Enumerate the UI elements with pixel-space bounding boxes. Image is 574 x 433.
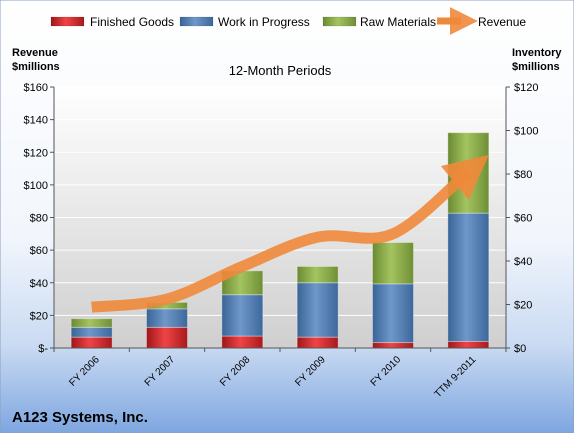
bar-work-in-progress [372, 283, 414, 344]
left-tick-label: $160 [24, 82, 48, 94]
left-axis-label-line2: $millions [12, 61, 60, 73]
right-tick-label: $0 [514, 343, 526, 355]
bar-work-in-progress [70, 326, 113, 338]
right-tick-label: $20 [514, 300, 532, 312]
right-tick-label: $40 [514, 256, 532, 268]
left-tick-label: $60 [30, 245, 48, 257]
bar-finished-goods [221, 335, 264, 349]
legend-label-finished-goods: Finished Goods [90, 15, 174, 29]
right-tick-label: $120 [514, 82, 538, 94]
right-tick-label: $80 [514, 169, 532, 181]
revenue-line-path [91, 155, 489, 313]
bar-finished-goods [296, 336, 339, 349]
left-tick-label: $120 [24, 147, 48, 159]
legend-label-work-in-progress: Work in Progress [218, 15, 310, 29]
revenue-line [91, 155, 489, 313]
bar-work-in-progress [296, 282, 339, 338]
bar-work-in-progress [221, 294, 264, 337]
legend: Finished Goods Work in Progress Raw Materi… [50, 7, 526, 35]
bar-work-in-progress [146, 308, 188, 328]
gridlines [54, 86, 506, 316]
bar-work-in-progress [447, 212, 490, 342]
left-axis-label-line1: Revenue [12, 47, 58, 59]
company-name: A123 Systems, Inc. [12, 409, 148, 426]
right-tick-label: $100 [514, 126, 538, 138]
legend-swatch-raw-materials [322, 16, 357, 27]
bar-raw-materials [372, 242, 414, 285]
right-tick-label: $60 [514, 213, 532, 225]
right-axis-label-line2: $millions [512, 61, 560, 73]
legend-swatch-finished-goods [50, 16, 85, 27]
left-tick-label: $100 [24, 180, 48, 192]
right-axis-label-line1: Inventory [512, 47, 562, 59]
left-tick-label: $- [38, 343, 48, 355]
left-tick-label: $40 [30, 278, 48, 290]
bar-raw-materials [296, 265, 339, 284]
left-tick-label: $140 [24, 115, 48, 127]
legend-swatch-work-in-progress [179, 16, 214, 27]
left-tick-label: $80 [30, 213, 48, 225]
bar-finished-goods [146, 326, 188, 349]
bar-finished-goods [70, 336, 113, 349]
legend-label-revenue: Revenue [478, 15, 526, 29]
bar-raw-materials [70, 318, 113, 328]
bar-finished-goods [372, 342, 414, 349]
legend-label-raw-materials: Raw Materials [360, 15, 436, 29]
chart-title: 12-Month Periods [229, 63, 332, 78]
bar-finished-goods [447, 340, 490, 349]
left-tick-label: $20 [30, 310, 48, 322]
